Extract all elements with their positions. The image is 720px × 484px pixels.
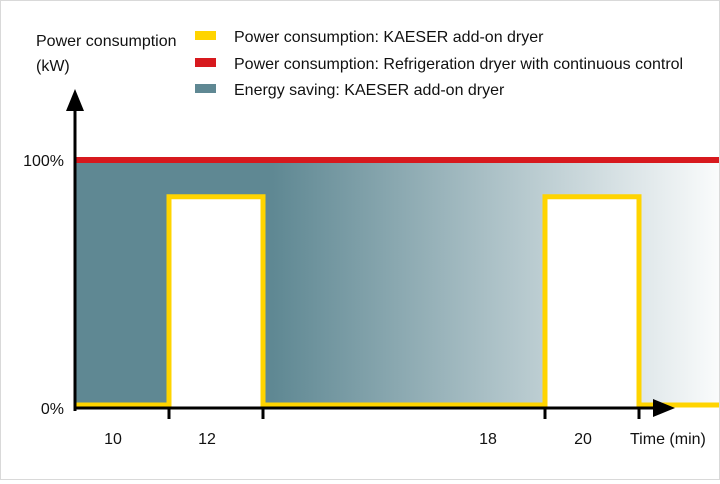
y-tick-label-0: 0% [41, 401, 64, 418]
legend-swatch-energy-saving [195, 84, 216, 93]
x-tick-label-12: 12 [198, 431, 216, 448]
legend-swatch-kaeser-add-on-dryer [195, 31, 216, 40]
legend-swatch-refrigeration-dryer [195, 58, 216, 67]
y-axis-arrowhead [66, 89, 84, 111]
x-tick-label-18: 18 [479, 431, 497, 448]
x-tick-label-20: 20 [574, 431, 592, 448]
pulse-window [169, 196, 263, 405]
pulse-window [545, 196, 639, 405]
legend-label-kaeser-add-on-dryer: Power consumption: KAESER add-on dryer [234, 29, 544, 46]
x-axis-title: Time (min) [630, 431, 706, 448]
series-kaeser-add-on-dryer-line [75, 194, 720, 408]
legend: Power consumption: KAESER add-on dryer P… [195, 29, 683, 99]
x-axis-arrowhead [653, 399, 675, 417]
y-tick-label-100: 100% [23, 153, 64, 170]
y-axis-title-line2: (kW) [36, 58, 70, 75]
x-tick-label-10: 10 [104, 431, 122, 448]
y-axis-title-line1: Power consumption [36, 33, 177, 50]
legend-label-energy-saving: Energy saving: KAESER add-on dryer [234, 82, 505, 99]
legend-label-refrigeration-dryer: Power consumption: Refrigeration dryer w… [234, 56, 683, 73]
